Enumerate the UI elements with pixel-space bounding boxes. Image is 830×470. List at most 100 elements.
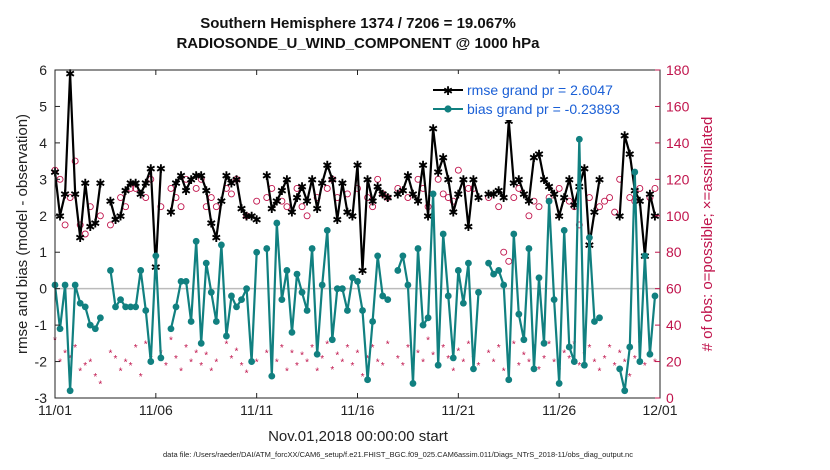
obs-assimilated-point: * <box>345 343 349 354</box>
rmse-point: ✱ <box>554 209 564 223</box>
bias-point <box>444 292 452 300</box>
obs-assimilated-point: * <box>235 347 239 358</box>
bias-point <box>359 307 366 314</box>
rmse-point: ✱ <box>136 187 146 201</box>
obs-possible-point <box>525 212 533 220</box>
bias-point <box>429 190 437 198</box>
obs-assimilated-point: * <box>335 350 339 361</box>
obs-assimilated-point: * <box>119 367 123 378</box>
bias-point <box>187 318 195 325</box>
bias-point <box>349 274 356 282</box>
rmse-point: ✱ <box>650 209 660 223</box>
rmse-series-line <box>169 174 258 239</box>
bias-point <box>86 321 94 329</box>
bias-point <box>228 292 235 300</box>
bias-point <box>540 339 548 347</box>
obs-assimilated-point: * <box>643 361 647 372</box>
rmse-point: ✱ <box>352 158 362 172</box>
obs-assimilated-point: * <box>446 354 450 365</box>
obs-assimilated-point: * <box>421 358 425 369</box>
obs-possible-point <box>505 257 513 265</box>
bias-point <box>515 310 523 318</box>
obs-assimilated-point: * <box>144 339 148 350</box>
obs-assimilated-point: * <box>320 354 324 365</box>
obs-assimilated-point: * <box>300 350 304 361</box>
obs-possible-point <box>228 190 235 198</box>
obs-assimilated-point: * <box>174 354 178 365</box>
obs-possible-point <box>500 248 508 256</box>
bias-point <box>303 307 311 314</box>
rmse-series-line <box>109 167 162 268</box>
obs-assimilated-point: * <box>275 358 279 369</box>
rmse-point: ✱ <box>211 231 221 245</box>
plot-area: *** *** * **** *** **************************… <box>50 67 660 395</box>
obs-possible-point <box>278 197 286 205</box>
rmse-point: ✱ <box>504 115 514 129</box>
bias-point <box>202 259 210 267</box>
rmse-point: ✱ <box>312 202 322 216</box>
y2-tick-label: 100 <box>666 208 690 224</box>
obs-assimilated-point: * <box>512 339 516 350</box>
bias-point <box>172 303 180 311</box>
bias-point <box>621 387 629 395</box>
obs-assimilated-point: * <box>366 354 370 365</box>
bias-point <box>434 361 442 369</box>
rmse-point: ✱ <box>549 187 559 201</box>
x-tick-label: 11/26 <box>542 402 576 418</box>
bias-point <box>61 281 69 289</box>
bias-point <box>71 281 79 289</box>
obs-assimilated-point: * <box>124 358 128 369</box>
rmse-point: ✱ <box>514 173 524 187</box>
x-tick-label: 11/06 <box>139 402 173 418</box>
bias-series-line <box>265 222 389 381</box>
obs-assimilated-point: * <box>265 348 269 359</box>
obs-assimilated-point: * <box>310 343 314 354</box>
y-tick-label: 4 <box>39 135 47 151</box>
obs-possible-point <box>369 203 377 211</box>
legend: ✱ rmse grand pr = 2.6047 bias grand pr =… <box>428 74 654 120</box>
chart-subtitle: RADIOSONDE_U_WIND_COMPONENT @ 1000 hPa <box>176 35 540 52</box>
bias-point <box>535 274 543 282</box>
rmse-point: ✱ <box>428 122 438 136</box>
obs-possible-point <box>611 208 619 216</box>
obs-assimilated-point: * <box>255 358 259 369</box>
bias-point <box>575 135 583 143</box>
rmse-point: ✱ <box>337 176 347 190</box>
obs-possible-point <box>495 203 503 211</box>
y-tick-label: -1 <box>35 317 48 333</box>
bias-point <box>550 296 558 303</box>
rmse-point: ✱ <box>90 217 100 231</box>
rmse-series-line <box>265 163 389 272</box>
rmse-point: ✱ <box>473 191 483 205</box>
rmse-point: ✱ <box>287 206 297 220</box>
rmse-point: ✱ <box>272 195 282 209</box>
rmse-point: ✱ <box>191 169 201 183</box>
bias-point <box>500 281 508 289</box>
bias-point <box>475 288 482 296</box>
bias-point <box>570 358 578 365</box>
y-tick-label: -2 <box>35 354 48 370</box>
obs-assimilated-point: * <box>315 367 319 378</box>
rmse-point: ✱ <box>645 187 655 201</box>
obs-possible-point <box>565 197 573 205</box>
obs-possible-point <box>379 190 387 198</box>
bias-point <box>308 245 316 252</box>
obs-assimilated-point: * <box>83 361 87 372</box>
obs-assimilated-point: * <box>522 350 526 361</box>
bias-point <box>470 365 477 373</box>
bias-point <box>273 219 281 227</box>
rmse-point: ✱ <box>131 176 141 190</box>
bias-point <box>122 303 129 311</box>
rmse-point: ✱ <box>282 173 292 187</box>
rmse-point: ✱ <box>262 169 272 183</box>
obs-assimilated-point: * <box>542 354 546 365</box>
obs-possible-point <box>96 212 104 220</box>
obs-assimilated-point: * <box>487 348 491 359</box>
obs-assimilated-point: * <box>593 358 597 369</box>
rmse-point: ✱ <box>186 173 196 187</box>
bias-point <box>283 267 291 274</box>
bias-point <box>399 252 407 260</box>
bias-point <box>409 380 417 387</box>
obs-assimilated-point: * <box>628 372 632 383</box>
y-tick-label: -3 <box>35 390 48 406</box>
